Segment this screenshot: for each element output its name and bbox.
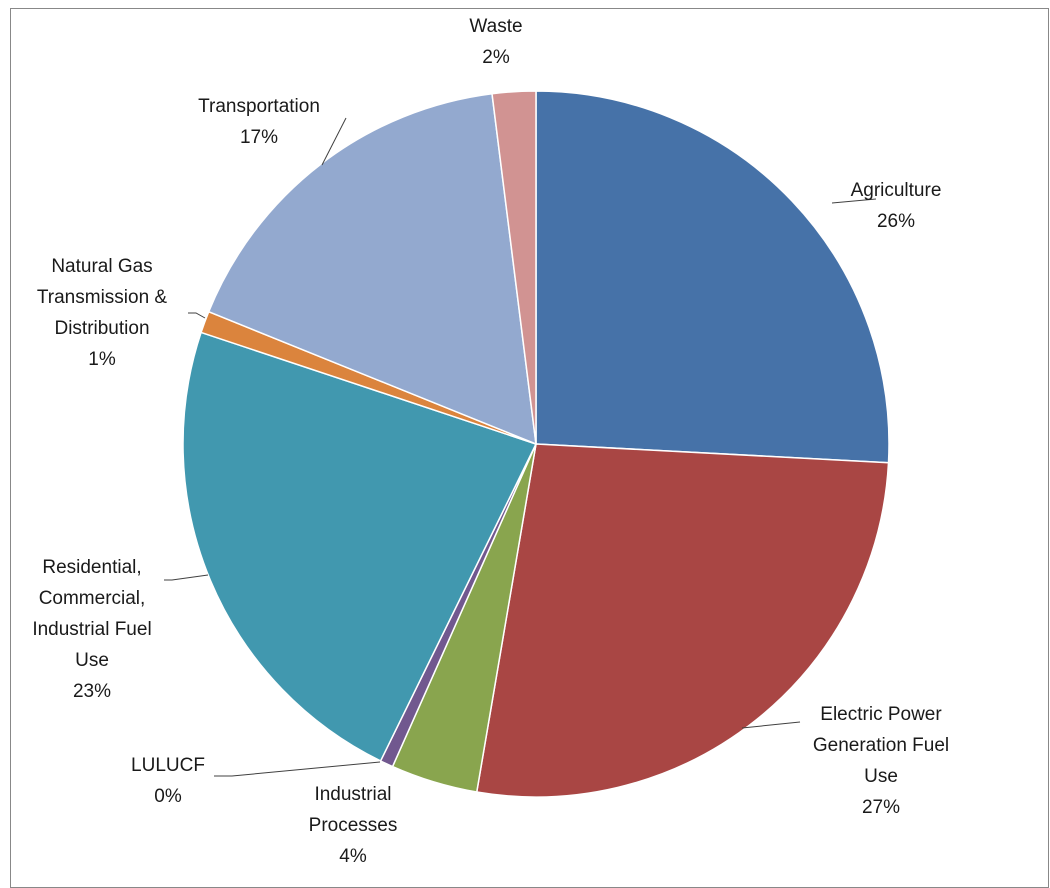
slice-residential-commercial-industrial-fuel-use [182,331,538,762]
category-label-line: Commercial, [39,588,146,609]
slice-agriculture [535,90,890,464]
category-label-line: Agriculture [851,180,942,201]
value-label: 2% [482,47,510,68]
leader-line-transportation [321,117,347,166]
slice-electric-power-generation-fuel-use [475,443,890,798]
value-label: 1% [88,349,116,370]
label-residential-commercial-industrial-fuel-use: Residential, Commercial, Industrial Fuel Us… [32,557,151,702]
category-label-line: Transmission & [37,287,168,308]
leader-line-electric-power-generation-fuel-use [741,721,801,729]
label-transportation: Transportation 17% [198,96,320,148]
label-natural-gas-transmission-and-distribution: Natural Gas Transmission & Distribution 1% [37,256,168,370]
category-label-line: LULUCF [131,755,205,776]
slice-labels: Agriculture 26% Electric Power Generation F… [32,16,949,867]
leader-lines [164,117,877,777]
category-label-line: Generation Fuel [813,735,949,756]
category-label-line: Residential, [42,557,141,578]
category-label-line: Industrial Fuel [32,619,151,640]
value-label: 0% [154,786,182,807]
leader-line-agriculture [831,198,877,204]
slice-waste [491,90,537,445]
category-label-line: Distribution [54,318,149,339]
category-label-line: Electric Power [820,704,942,725]
label-lulucf: LULUCF 0% [131,755,205,807]
label-waste: Waste 2% [469,16,522,68]
category-label-line: Processes [309,815,398,836]
value-label: 27% [862,797,900,818]
leader-line-residential-commercial-industrial-fuel-use [164,574,209,581]
category-label-line: Natural Gas [51,256,152,277]
category-label-line: Industrial [314,784,391,805]
category-label-line: Transportation [198,96,320,117]
pie-slices [182,90,890,798]
category-label-line: Use [75,650,109,671]
label-electric-power-generation-fuel-use: Electric Power Generation Fuel Use 27% [813,704,949,818]
leader-line-lulucf [214,761,381,777]
label-agriculture: Agriculture 26% [851,180,942,232]
value-label: 17% [240,127,278,148]
label-industrial-processes: Industrial Processes 4% [309,784,398,867]
value-label: 4% [339,846,367,867]
leader-line-natural-gas-transmission-and-distribution [188,312,206,319]
category-label-line: Use [864,766,898,787]
value-label: 26% [877,211,915,232]
value-label: 23% [73,681,111,702]
category-label-line: Waste [469,16,522,37]
slice-transportation [207,92,537,446]
